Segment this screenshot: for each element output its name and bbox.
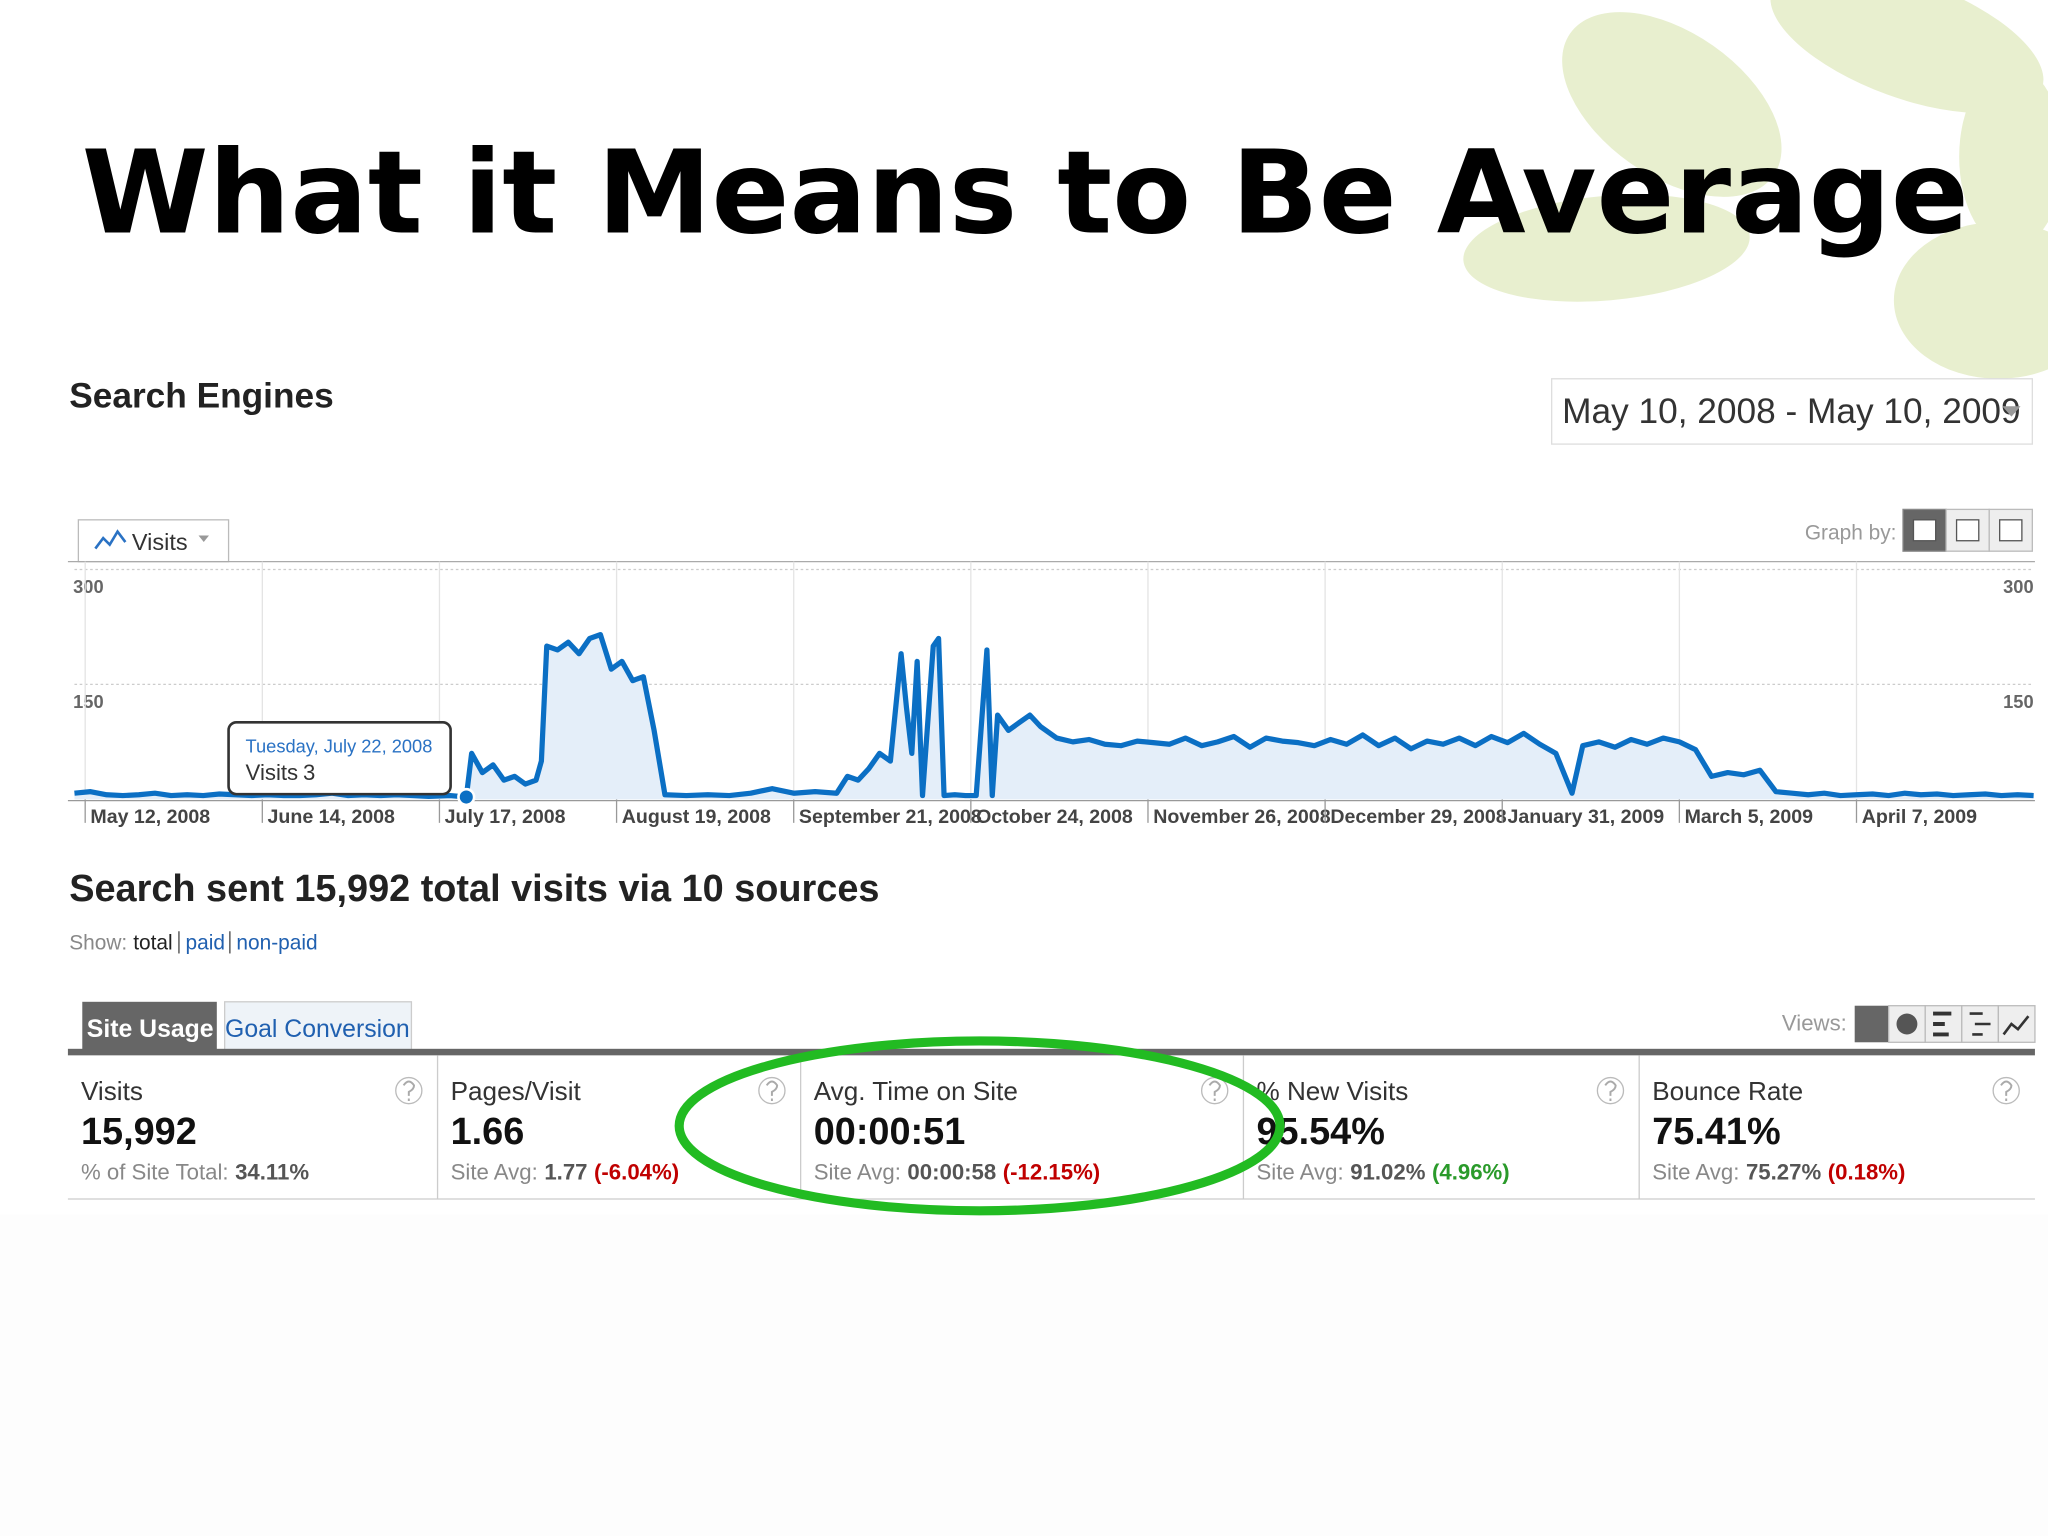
filter-non-paid[interactable]: non-paid [236,932,317,955]
tab-site-usage[interactable] [82,1001,217,1052]
x-tick-label: May 12, 2008 [90,806,210,828]
filter-total[interactable]: total [133,932,172,955]
slide-title: What it Means to Be Average [82,126,1969,260]
dropdown-arrow [198,535,209,543]
help-icon[interactable] [395,1076,423,1105]
help-icon[interactable] [1596,1076,1625,1105]
metric-value: 1.66 [451,1111,525,1153]
metric-sub: Site Avg: 91.02% (4.96%) [1256,1159,1509,1184]
x-tick-label: July 17, 2008 [445,806,566,828]
view-table[interactable] [1854,1005,1889,1043]
metric-sub: Site Avg: 00:00:58 (-12.15%) [814,1159,1100,1184]
sub-change: (-12.15%) [1003,1159,1100,1184]
sub-value: 75.27% [1746,1159,1822,1184]
sub-change: (4.96%) [1432,1159,1510,1184]
line [74,632,2034,800]
date-range: May 10, 2008 - May 10, 2009 [1562,392,2021,431]
filter-paid[interactable]: paid [185,932,224,955]
y-tick-label: 300 [73,576,103,597]
sub-label: Site Avg: [1652,1159,1739,1184]
metric-sub: Site Avg: 75.27% (0.18%) [1652,1159,1905,1184]
metric-value: 00:00:51 [814,1111,966,1153]
x-tick-label: December 29, 2008 [1330,806,1506,828]
x-tick-label: April 7, 2009 [1862,806,1977,828]
help-glyph [2000,1080,2013,1102]
sub-change: (0.18%) [1828,1159,1906,1184]
show-label: Show: [69,932,127,955]
x-tick-label: September 21, 2008 [799,806,982,828]
x-tick-label: June 14, 2008 [268,806,395,828]
metric-sub: % of Site Total: 34.11% [81,1159,309,1184]
metric-label: % New Visits [1256,1076,1408,1106]
tab-label: Site Usage [87,1016,214,1043]
sub-value: 34.11% [235,1159,309,1184]
x-tick-label: August 19, 2008 [622,806,771,828]
graph-by-label: Graph by: [1805,521,1897,544]
tooltip-box [227,720,452,796]
line-icon [94,529,127,550]
tooltip-value: 3 [303,760,315,785]
help-glyph [402,1080,416,1102]
tab-goal-conversion[interactable] [224,1001,413,1053]
view-buttons [1854,1005,2036,1043]
x-tick-label: October 24, 2008 [976,806,1133,828]
sub-change: (-6.04%) [594,1159,679,1184]
graph-by-buttons [1902,508,2033,552]
panel-bottom [0,1214,2048,1536]
tooltip-point [457,787,476,807]
y2-tick-label: 300 [2003,576,2033,597]
metric-value: 15,992 [81,1111,197,1153]
area [74,634,2034,800]
views-label: Views: [1782,1011,1847,1036]
metrics: Visits 15,992 % of Site Total: 34.11% Pages/… [81,1055,2020,1200]
metric-label: Pages/Visit [451,1076,582,1106]
date-range-box[interactable] [1551,378,2033,445]
x-tick-label: January 31, 2009 [1507,806,1664,828]
x-tick-label: November 26, 2008 [1153,806,1331,828]
sub-label: Site Avg: [1256,1159,1343,1184]
tooltip-title: Tuesday, July 22, 2008 [246,735,433,756]
metric-value: 75.41% [1652,1111,1780,1153]
tab-bar [67,1048,2035,1056]
y-tick-label: 150 [73,691,103,712]
sub-label: Site Avg: [814,1159,901,1184]
view-pivot[interactable] [1997,1005,2036,1043]
help-glyph [1208,1080,1221,1102]
sub-value: 1.77 [544,1159,587,1184]
help-icon[interactable] [758,1076,786,1105]
sub-label: % of Site Total: [81,1159,229,1184]
dropdown-arrow [2002,406,2021,417]
tooltip-label: Visits [246,760,299,785]
x-tick-label: March 5, 2009 [1685,806,1814,828]
metric-label: Visits [81,1076,143,1106]
help-glyph [1604,1080,1617,1102]
tab-label: Goal Conversion [225,1016,410,1043]
summary-title: Search sent 15,992 total visits via 10 s… [69,868,879,910]
leaf-decoration [1463,0,2048,379]
sub-value: 91.02% [1350,1159,1426,1184]
metric-selector-label: Visits [132,529,188,555]
highlight-ellipse [674,1036,1285,1216]
sub-value: 00:00:58 [907,1159,996,1184]
help-icon[interactable] [1992,1076,2020,1105]
sub-label: Site Avg: [451,1159,538,1184]
metric-label: Bounce Rate [1652,1076,1803,1106]
y2-tick-label: 150 [2003,691,2033,712]
chart: 150 150 300 300 May 12, 2008 June 14, 2008 Jul… [67,560,2035,828]
metric-label: Avg. Time on Site [814,1076,1018,1106]
metric-sub: Site Avg: 1.77 (-6.04%) [451,1159,679,1184]
help-glyph [765,1080,779,1102]
section-title: Search Engines [69,377,333,416]
